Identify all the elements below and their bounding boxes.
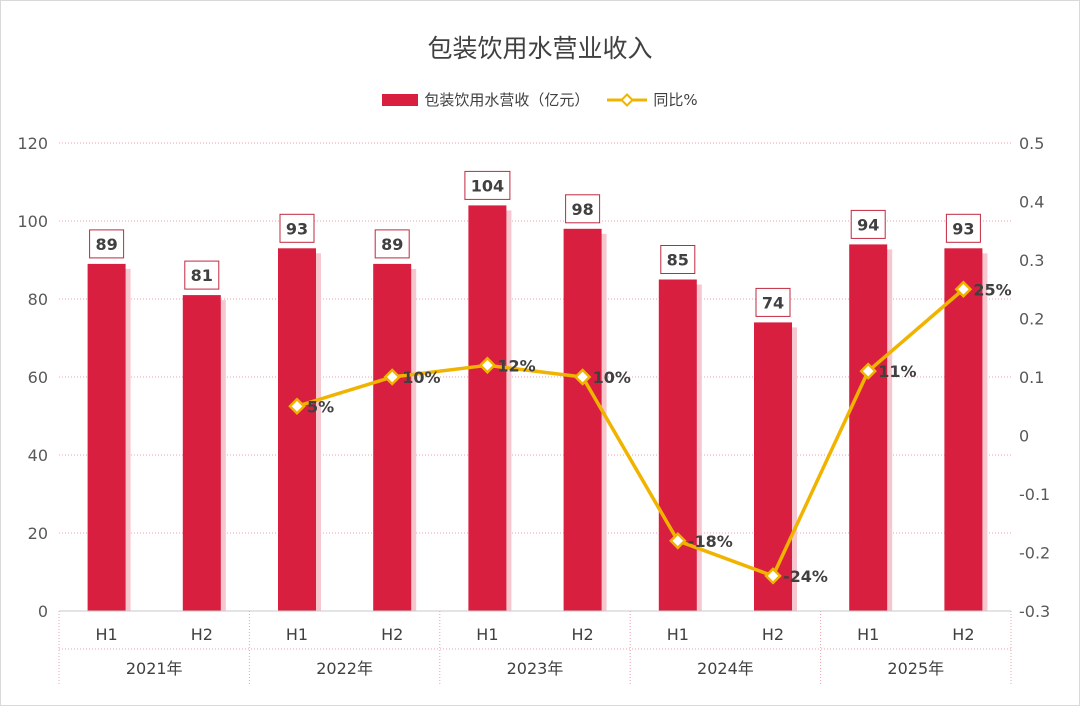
legend-item-revenue: 包装饮用水营收（亿元） — [382, 89, 589, 110]
bar-value-label: 85 — [667, 251, 689, 270]
yoy-marker — [954, 280, 973, 299]
bar-shadow — [759, 327, 797, 611]
yoy-value-label: 12% — [497, 356, 535, 375]
legend-item-yoy: 同比% — [607, 89, 698, 110]
y-right-tick-label: 0.4 — [1019, 193, 1044, 212]
x-tick-label: H2 — [762, 625, 784, 644]
x-tick-label: H1 — [95, 625, 117, 644]
bar-shadow — [187, 300, 226, 611]
y-left-tick-label: 80 — [28, 290, 48, 309]
bar-shadow — [92, 268, 131, 611]
bar — [373, 263, 412, 611]
y-left-tick-label: 60 — [28, 368, 48, 387]
yoy-value-label: -18% — [688, 532, 733, 551]
legend-swatch-line — [607, 92, 648, 107]
x-group-label: 2023年 — [507, 659, 564, 678]
bar-value-label-box — [184, 260, 220, 290]
y-left-tick-label: 40 — [28, 446, 48, 465]
legend-label-revenue: 包装饮用水营收（亿元） — [424, 91, 590, 109]
bar-shadow — [473, 210, 512, 611]
y-right-tick-label: 0.3 — [1019, 251, 1044, 270]
bar-value-label-box — [279, 213, 315, 243]
bar-value-label: 74 — [762, 293, 784, 312]
y-right-tick-label: 0.2 — [1019, 310, 1044, 329]
bar — [87, 263, 126, 611]
bar-value-label-box — [850, 209, 886, 239]
bar-value-label-box — [945, 213, 981, 243]
y-right-tick-label: 0.1 — [1019, 368, 1044, 387]
bar-value-label-box — [660, 245, 696, 274]
bar — [182, 295, 221, 611]
yoy-value-label: 25% — [973, 280, 1011, 299]
bar — [468, 205, 507, 611]
y-right-tick-label: 0 — [1019, 427, 1029, 446]
x-tick-label: H2 — [191, 625, 213, 644]
x-group-label: 2025年 — [887, 659, 944, 678]
bar-value-label-box — [374, 229, 410, 259]
yoy-marker — [859, 362, 877, 380]
y-left-tick-label: 120 — [17, 134, 48, 153]
y-right-tick-label: 0.5 — [1019, 134, 1044, 153]
yoy-marker — [383, 368, 401, 386]
yoy-marker — [669, 532, 687, 550]
yoy-marker — [764, 567, 782, 585]
y-right-tick-label: -0.2 — [1019, 544, 1050, 563]
bar — [658, 279, 697, 611]
legend-swatch-bar — [382, 93, 419, 106]
chart-title: 包装饮用水营业收入 — [427, 34, 653, 63]
yoy-line — [296, 287, 965, 578]
yoy-value-label: 5% — [307, 397, 334, 416]
bar-shadow — [568, 233, 607, 612]
x-tick-label: H2 — [571, 625, 593, 644]
x-tick-label: H1 — [667, 625, 689, 644]
x-tick-label: H2 — [381, 625, 403, 644]
bar-value-label: 93 — [286, 219, 308, 238]
bar-value-label: 81 — [191, 266, 213, 285]
x-tick-label: H1 — [476, 625, 498, 644]
legend: 包装饮用水营收（亿元） 同比% — [1, 89, 1079, 110]
bar — [754, 322, 792, 611]
yoy-value-label: -24% — [783, 567, 828, 586]
y-right-tick-label: -0.1 — [1019, 485, 1050, 504]
bar — [278, 248, 316, 612]
bar-value-label: 89 — [95, 235, 117, 254]
x-group-label: 2024年 — [697, 659, 754, 678]
y-right-tick-label: -0.3 — [1019, 602, 1050, 621]
bar-shadow — [283, 253, 321, 612]
yoy-marker — [288, 397, 306, 416]
x-group-label: 2021年 — [126, 659, 183, 678]
y-left-tick-label: 0 — [38, 602, 48, 621]
bar-shadow — [949, 253, 988, 612]
yoy-value-label: 10% — [593, 368, 631, 387]
x-tick-label: H1 — [286, 625, 308, 644]
bar-shadow — [854, 249, 893, 611]
bar-value-label: 104 — [471, 176, 504, 195]
bar-value-label: 93 — [952, 219, 974, 238]
y-left-tick-label: 20 — [28, 524, 48, 543]
yoy-value-label: 11% — [878, 362, 916, 381]
legend-label-yoy: 同比% — [653, 91, 698, 109]
bar-value-label-box — [565, 194, 601, 224]
bar-value-label: 89 — [381, 235, 403, 254]
y-left-tick-label: 100 — [17, 212, 48, 231]
yoy-value-label: 10% — [402, 368, 440, 387]
yoy-marker — [478, 356, 497, 375]
x-tick-label: H2 — [952, 625, 974, 644]
bar-value-label: 94 — [857, 215, 879, 234]
bar — [563, 228, 602, 612]
bar-shadow — [663, 284, 702, 611]
bar-value-label-box — [89, 229, 125, 259]
bar-shadow — [378, 268, 417, 611]
bar-value-label-box — [464, 170, 511, 200]
x-tick-label: H1 — [857, 625, 879, 644]
bar — [944, 248, 983, 612]
bar-value-label: 98 — [571, 200, 593, 219]
bar — [849, 244, 888, 611]
bar-value-label-box — [755, 287, 791, 317]
yoy-marker — [573, 368, 592, 386]
x-group-label: 2022年 — [316, 659, 373, 678]
